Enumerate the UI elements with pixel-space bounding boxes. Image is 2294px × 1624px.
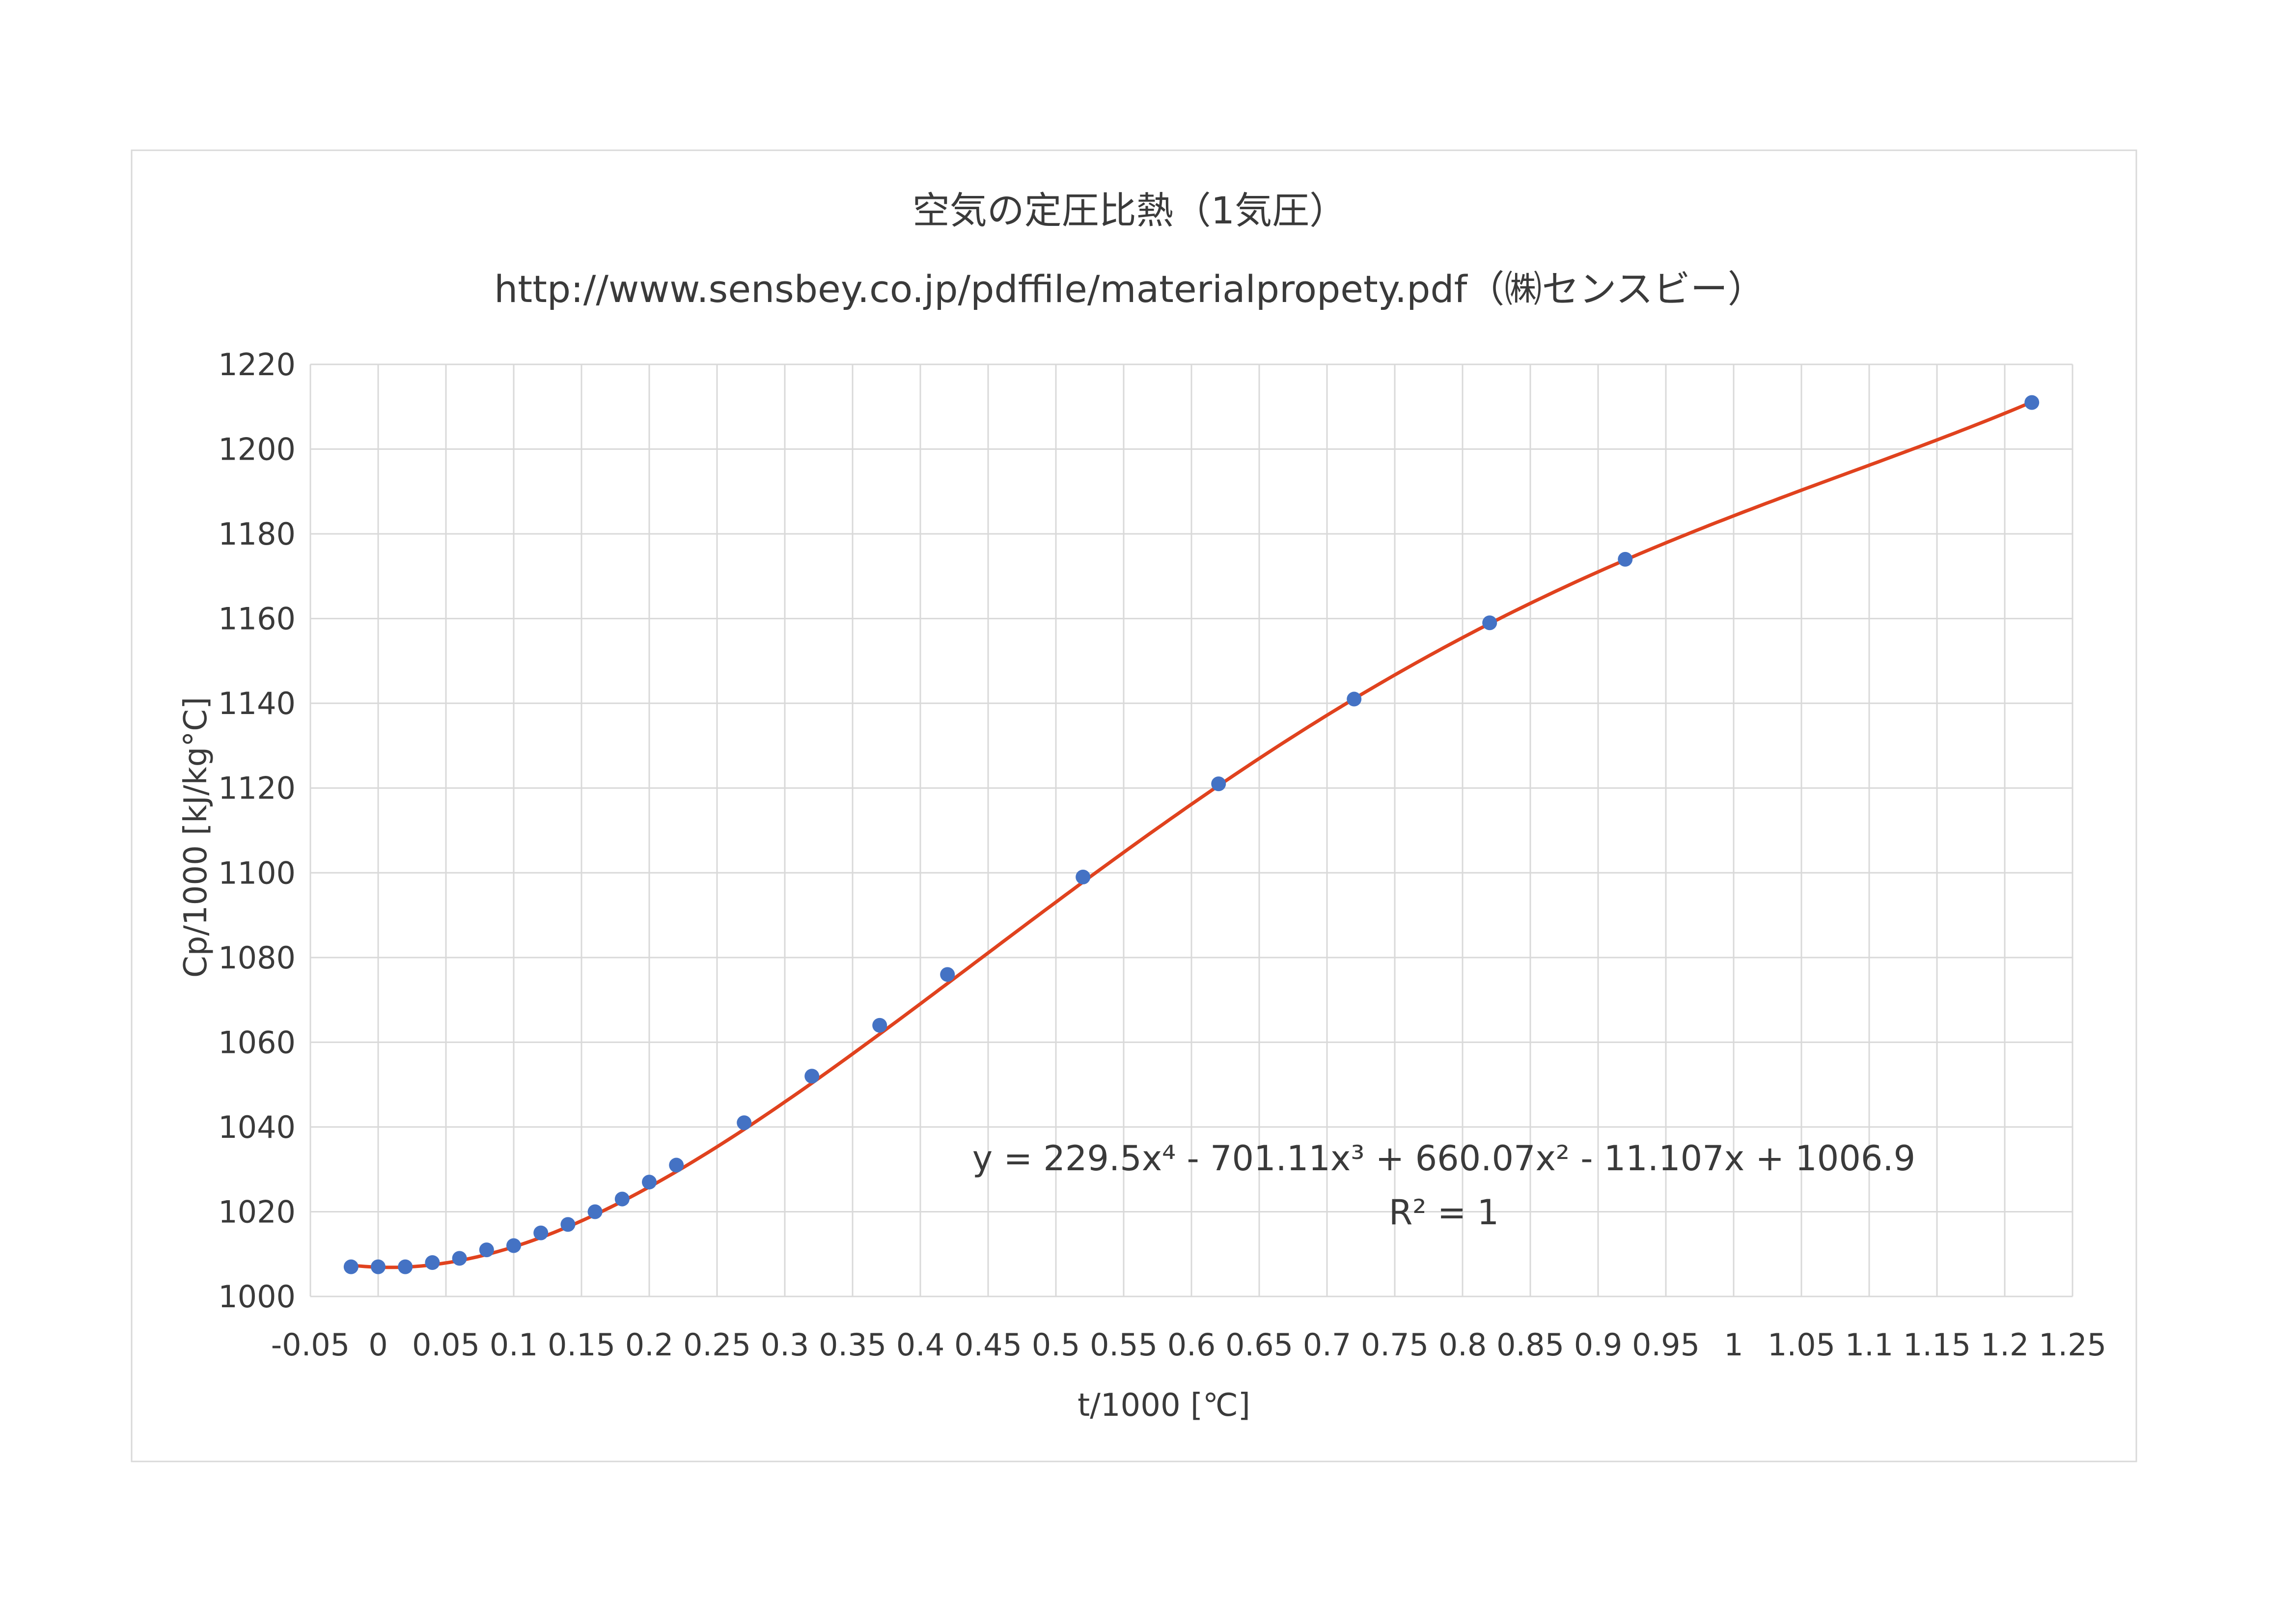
x-tick-label: 0.4: [896, 1327, 945, 1363]
x-tick-label: 0.25: [683, 1327, 751, 1363]
data-point: [1076, 869, 1091, 884]
y-tick-label: 1120: [218, 771, 296, 806]
y-tick-label: 1220: [218, 347, 296, 383]
x-axis-title: t/1000 [℃]: [1078, 1387, 1250, 1424]
data-point: [506, 1238, 521, 1253]
y-tick-label: 1160: [218, 601, 296, 637]
x-tick-label: 0.6: [1167, 1327, 1216, 1363]
data-point: [425, 1255, 440, 1270]
x-tick-label: -0.05: [271, 1327, 350, 1363]
gridlines: [309, 363, 2073, 1297]
x-tick-label: 1.2: [1981, 1327, 2029, 1363]
y-tick-label: 1020: [218, 1194, 296, 1230]
trendline-equation: y = 229.5x⁴ - 701.11x³ + 660.07x² - 11.1…: [972, 1138, 1915, 1179]
x-tick-label: 1.1: [1845, 1327, 1894, 1363]
x-tick-label: 1.25: [2039, 1327, 2106, 1363]
data-point: [804, 1069, 820, 1084]
data-point: [1347, 691, 1362, 707]
y-tick-label: 1140: [218, 686, 296, 721]
data-point: [398, 1259, 413, 1274]
x-tick-label: 0.85: [1496, 1327, 1564, 1363]
x-tick-label: 1.15: [1903, 1327, 1971, 1363]
data-points: [343, 395, 2040, 1274]
data-point: [587, 1204, 603, 1219]
chart-title: 空気の定圧比熱（1気圧）: [912, 189, 1347, 232]
data-point: [452, 1251, 467, 1266]
x-tick-label: 0.35: [819, 1327, 886, 1363]
data-point: [1211, 776, 1226, 792]
chart-area-border: [131, 149, 2137, 1462]
data-point: [669, 1157, 684, 1173]
x-tick-label: 0.95: [1632, 1327, 1700, 1363]
y-tick-label: 1060: [218, 1024, 296, 1060]
y-tick-label: 1100: [218, 855, 296, 891]
x-tick-label: 0.8: [1438, 1327, 1487, 1363]
y-tick-label: 1180: [218, 516, 296, 552]
data-point: [343, 1259, 359, 1274]
x-tick-label: 0.9: [1574, 1327, 1623, 1363]
data-point: [533, 1225, 549, 1240]
x-tick-label: 0: [368, 1327, 387, 1363]
y-tick-label: 1080: [218, 940, 296, 976]
x-tick-label: 1.05: [1768, 1327, 1835, 1363]
tick-labels: -0.05 0 0.05 0.1 0.15 0.2 0.25 0.3 0.35 0.4 0.45 0.…: [218, 347, 2106, 1363]
x-tick-label: 0.65: [1225, 1327, 1293, 1363]
x-tick-label: 0.45: [954, 1327, 1022, 1363]
data-point: [872, 1018, 887, 1033]
x-tick-label: 0.3: [761, 1327, 809, 1363]
data-point: [560, 1217, 576, 1232]
data-point: [1482, 615, 1497, 631]
data-point: [371, 1259, 386, 1274]
chart-subtitle: http://www.sensbey.co.jp/pdffile/materia…: [494, 267, 1765, 311]
y-tick-label: 1040: [218, 1109, 296, 1145]
x-tick-label: 0.75: [1361, 1327, 1429, 1363]
x-tick-label: 0.55: [1090, 1327, 1158, 1363]
y-axis-title: Cp/1000 [kJ/kg°C]: [178, 697, 214, 978]
x-tick-label: 0.2: [625, 1327, 674, 1363]
y-tick-label: 1000: [218, 1279, 296, 1315]
data-point: [2024, 395, 2040, 410]
x-tick-label: 1: [1724, 1327, 1743, 1363]
data-point: [479, 1242, 494, 1258]
x-tick-label: 0.7: [1303, 1327, 1352, 1363]
data-point: [614, 1191, 630, 1207]
trendline: [351, 400, 2033, 1269]
x-tick-label: 0.5: [1032, 1327, 1080, 1363]
data-point: [1618, 551, 1633, 567]
data-point: [642, 1175, 657, 1190]
data-point: [737, 1115, 752, 1130]
x-tick-label: 0.15: [548, 1327, 615, 1363]
trendline-r-squared: R² = 1: [1389, 1192, 1499, 1233]
x-tick-label: 0.1: [490, 1327, 538, 1363]
x-tick-label: 0.05: [412, 1327, 480, 1363]
y-tick-label: 1200: [218, 432, 296, 468]
data-point: [940, 967, 955, 982]
